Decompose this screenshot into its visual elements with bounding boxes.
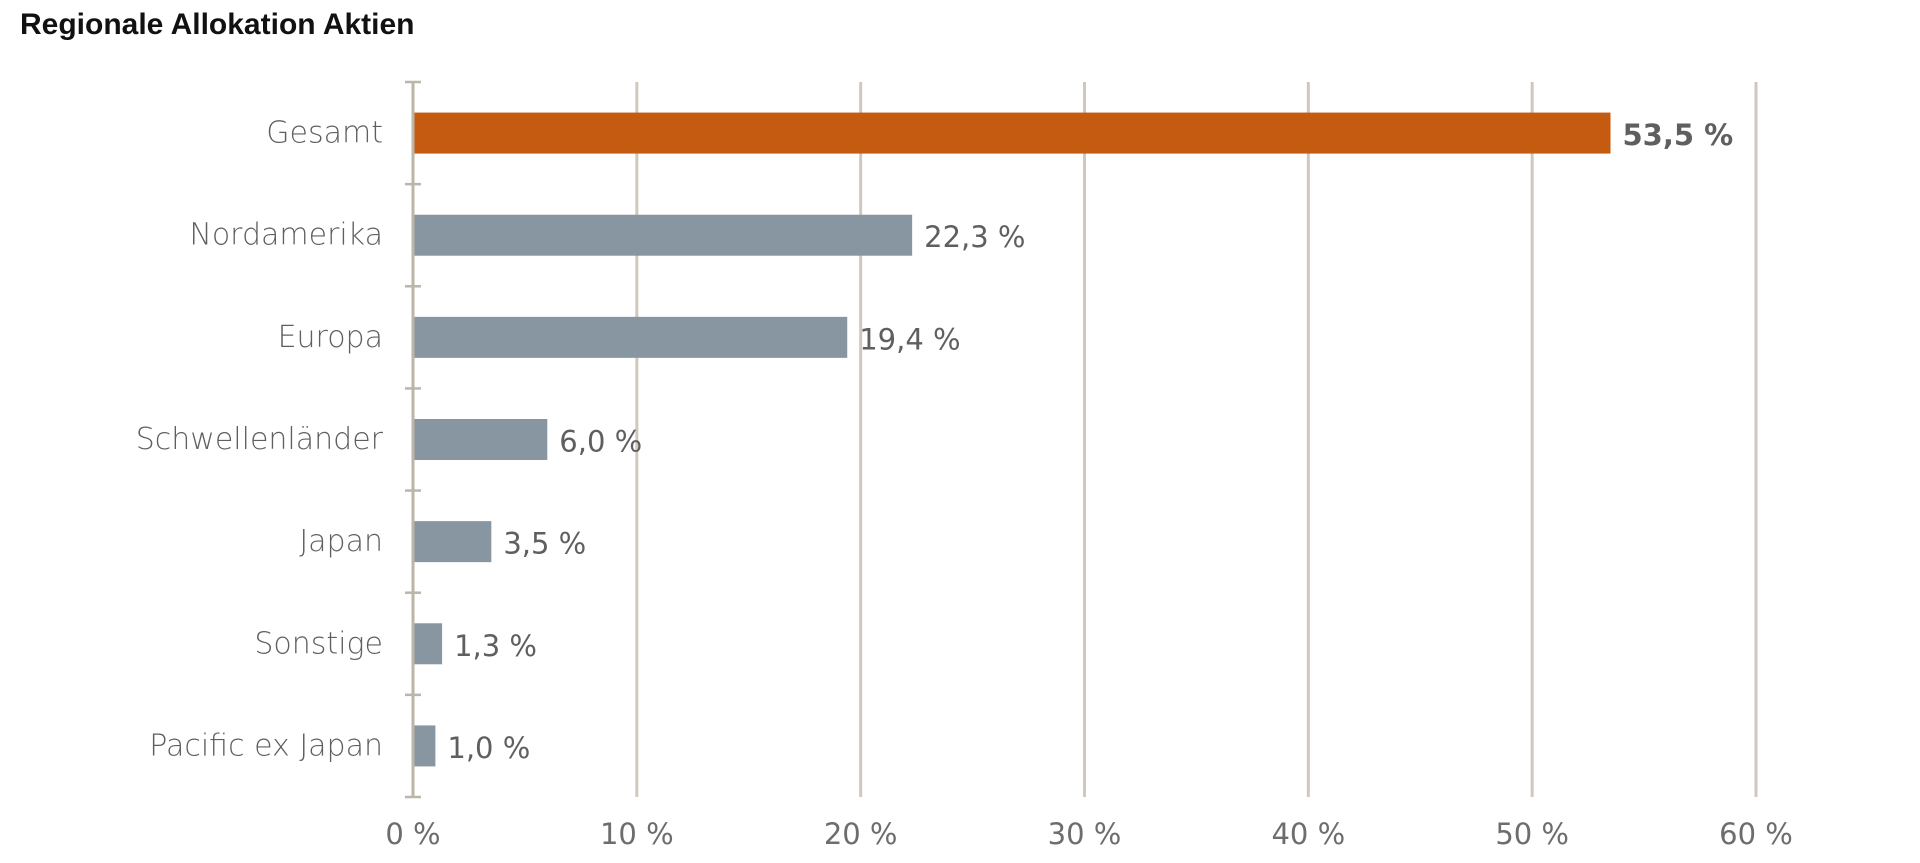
category-label: Europa [278,320,383,355]
x-tick-label: 60 % [1719,817,1793,851]
x-tick-label: 40 % [1271,817,1345,851]
value-label: 3,5 % [503,527,586,561]
category-label: Pacific ex Japan [149,728,383,763]
value-label: 19,4 % [859,322,960,356]
bar-nordamerika [414,214,913,256]
x-tick-label: 30 % [1048,817,1122,851]
value-label: 22,3 % [924,220,1025,254]
x-tick-label: 0 % [385,817,440,851]
value-label: 1,0 % [447,731,530,765]
category-label: Gesamt [266,116,383,151]
bar-pacific-ex-japan [414,725,436,767]
value-label: 53,5 % [1623,118,1734,152]
value-label: 6,0 % [559,425,642,459]
x-tick-label: 20 % [824,817,898,851]
category-label: Schwellenländer [136,422,384,457]
bar-japan [414,521,492,563]
bar-sonstige [414,623,443,665]
category-label: Sonstige [254,626,383,661]
x-tick-label: 10 % [600,817,674,851]
x-tick-label: 50 % [1495,817,1569,851]
bar-schwellenl-nder [414,419,548,460]
chart-title: Regionale Allokation Aktien [20,8,415,41]
category-label: Nordamerika [189,218,383,253]
value-label: 1,3 % [454,629,537,663]
category-label: Japan [299,524,383,559]
bar-gesamt [414,112,1611,154]
bar-europa [414,316,848,358]
